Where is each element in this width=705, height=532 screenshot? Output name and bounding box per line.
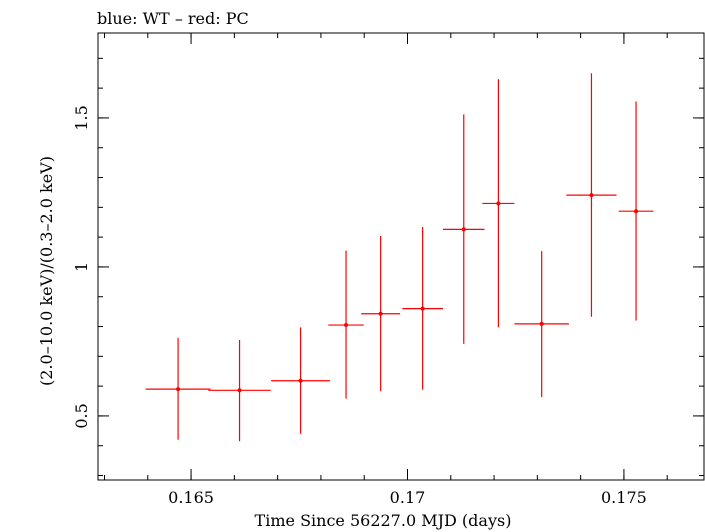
chart-title: blue: WT – red: PC — [97, 9, 249, 28]
data-point — [176, 387, 181, 392]
axis-tick-labels: 0.165 0.17 0.175 0.5 1 1.5 — [72, 105, 647, 507]
y-tick-label: 1.5 — [72, 105, 91, 130]
data-point — [298, 378, 303, 383]
x-tick-label: 0.175 — [601, 488, 647, 507]
data-point — [496, 201, 501, 206]
data-point — [539, 321, 544, 326]
data-point — [589, 193, 594, 198]
data-points — [145, 73, 654, 442]
y-axis-label: (2.0–10.0 keV)/(0.3–2.0 keV) — [37, 156, 56, 386]
x-axis-label: Time Since 56227.0 MJD (days) — [255, 511, 512, 530]
axis-ticks — [98, 33, 704, 480]
x-tick-label: 0.165 — [168, 488, 214, 507]
plot-frame — [97, 32, 705, 481]
data-point — [461, 227, 466, 232]
data-point — [237, 388, 242, 393]
y-tick-label: 1 — [72, 262, 91, 272]
data-point — [344, 323, 349, 328]
x-tick-label: 0.17 — [390, 488, 426, 507]
data-point — [420, 306, 425, 311]
y-tick-label: 0.5 — [72, 403, 91, 428]
data-point — [378, 311, 383, 316]
data-point — [634, 209, 639, 214]
